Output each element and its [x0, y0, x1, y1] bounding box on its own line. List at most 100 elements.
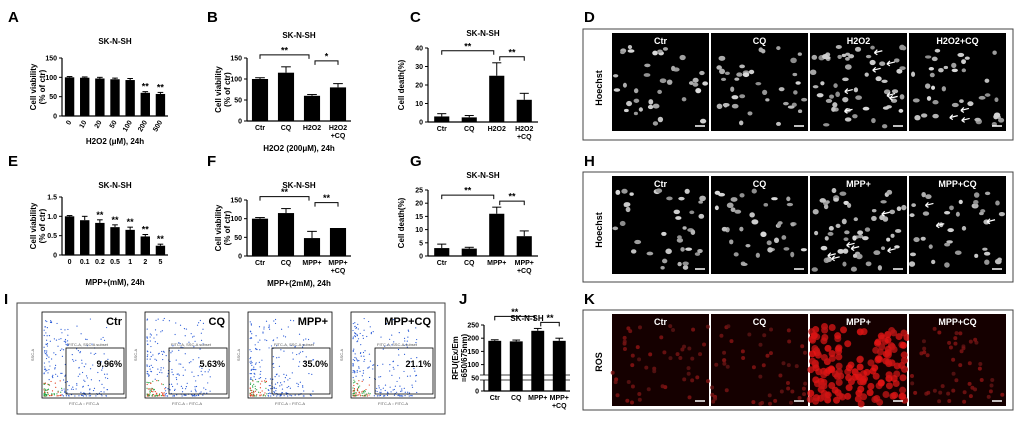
facs-event	[75, 359, 77, 361]
facs-event	[274, 322, 277, 325]
arrow-marker	[827, 252, 836, 259]
significance-label: **	[111, 215, 119, 225]
facs-event	[354, 332, 356, 334]
ros-signal	[630, 384, 635, 389]
facs-event	[359, 385, 361, 387]
y-axis-label-line: Cell death(%)	[397, 197, 406, 248]
cell-nucleus	[862, 236, 869, 241]
facs-event	[250, 377, 252, 379]
ros-signal	[845, 374, 853, 382]
x-tick-label-line: H2O2	[515, 126, 533, 133]
facs-event	[250, 324, 253, 326]
y-tick-label: 0	[238, 254, 242, 261]
arrow-marker	[924, 201, 934, 208]
facs-event	[283, 395, 285, 397]
x-tick-label: 0	[68, 259, 72, 266]
ros-signal	[835, 344, 843, 352]
significance-label: **	[546, 313, 554, 323]
x-tick-label: 0.2	[95, 259, 105, 266]
ros-signal	[751, 365, 756, 370]
facs-event	[71, 354, 73, 356]
facs-event	[147, 370, 149, 373]
facs-event	[289, 387, 291, 389]
ros-signal	[961, 346, 966, 351]
facs-event	[363, 392, 365, 394]
x-tick-label-line: MPP+	[515, 260, 534, 267]
cell-nucleus	[922, 211, 930, 216]
cell-nucleus	[882, 106, 889, 110]
chart-title: SK-N-SH	[466, 29, 500, 38]
cell-nucleus	[795, 81, 801, 85]
facs-event	[358, 360, 360, 362]
x-tick-label: MPP+ +CQ	[328, 260, 347, 275]
facs-event	[354, 336, 357, 338]
facs-event	[389, 370, 391, 372]
ros-signal	[785, 380, 790, 385]
ros-signal	[705, 379, 710, 384]
facs-event	[70, 388, 73, 390]
cell-nucleus	[612, 74, 619, 78]
cell-nucleus	[820, 81, 825, 86]
facs-event	[302, 385, 304, 387]
cell-nucleus	[946, 240, 953, 244]
facs-event	[259, 383, 262, 385]
ros-signal	[680, 347, 685, 352]
cell-nucleus	[627, 44, 633, 50]
ros-signal	[660, 384, 665, 389]
arrow-marker	[873, 49, 883, 56]
facs-event	[299, 381, 301, 383]
facs-event	[174, 333, 176, 336]
facs-event	[178, 363, 180, 365]
facs-event	[149, 333, 151, 335]
facs-event	[296, 353, 298, 356]
facs-percent: 9.96%	[96, 359, 122, 369]
cell-nucleus	[714, 205, 719, 211]
ros-signal	[1000, 392, 1005, 397]
ros-signal	[856, 355, 864, 363]
facs-event	[273, 366, 275, 369]
panel-k: K ROS Ctr CQ MPP+ MPP+CQ	[582, 291, 1014, 411]
facs-event	[44, 393, 47, 396]
facs-event	[260, 370, 262, 373]
cell-nucleus	[633, 98, 640, 103]
y-axis-label-line: Cell viability	[214, 204, 223, 251]
cell-nucleus	[661, 231, 667, 236]
x-tick-label-line: 2	[143, 259, 147, 266]
facs-event	[162, 393, 164, 396]
facs-event	[66, 392, 68, 394]
facs-event	[200, 332, 202, 334]
cell-nucleus	[792, 72, 798, 77]
cell-nucleus	[648, 99, 654, 105]
bar	[125, 80, 135, 116]
facs-event	[287, 395, 289, 397]
cell-nucleus	[835, 45, 842, 49]
ros-signal	[724, 388, 729, 393]
cell-nucleus	[825, 98, 833, 103]
facs-event	[355, 326, 358, 329]
facs-event	[175, 322, 177, 324]
ros-signal	[828, 350, 836, 358]
cell-nucleus	[842, 261, 847, 267]
cell-nucleus	[831, 188, 837, 194]
facs-event	[53, 352, 55, 354]
cell-nucleus	[850, 266, 857, 272]
facs-event	[276, 382, 279, 384]
facs-event	[382, 387, 384, 389]
facs-event	[302, 339, 305, 341]
arrow-marker	[949, 114, 958, 121]
facs-event	[76, 384, 78, 386]
cell-nucleus	[733, 252, 739, 257]
facs-event	[281, 392, 283, 394]
ros-signal	[857, 400, 865, 408]
facs-event	[176, 378, 178, 381]
x-axis-label: MPP+(2mM), 24h	[267, 279, 331, 288]
ros-signal	[873, 394, 881, 402]
cell-nucleus	[666, 196, 673, 201]
x-tick-label: 20	[94, 119, 104, 129]
facs-event	[146, 395, 149, 397]
facs-event	[359, 370, 361, 372]
ros-signal	[630, 353, 635, 358]
cell-nucleus	[995, 200, 1000, 206]
ros-signal	[787, 339, 792, 344]
cell-nucleus	[932, 113, 939, 119]
